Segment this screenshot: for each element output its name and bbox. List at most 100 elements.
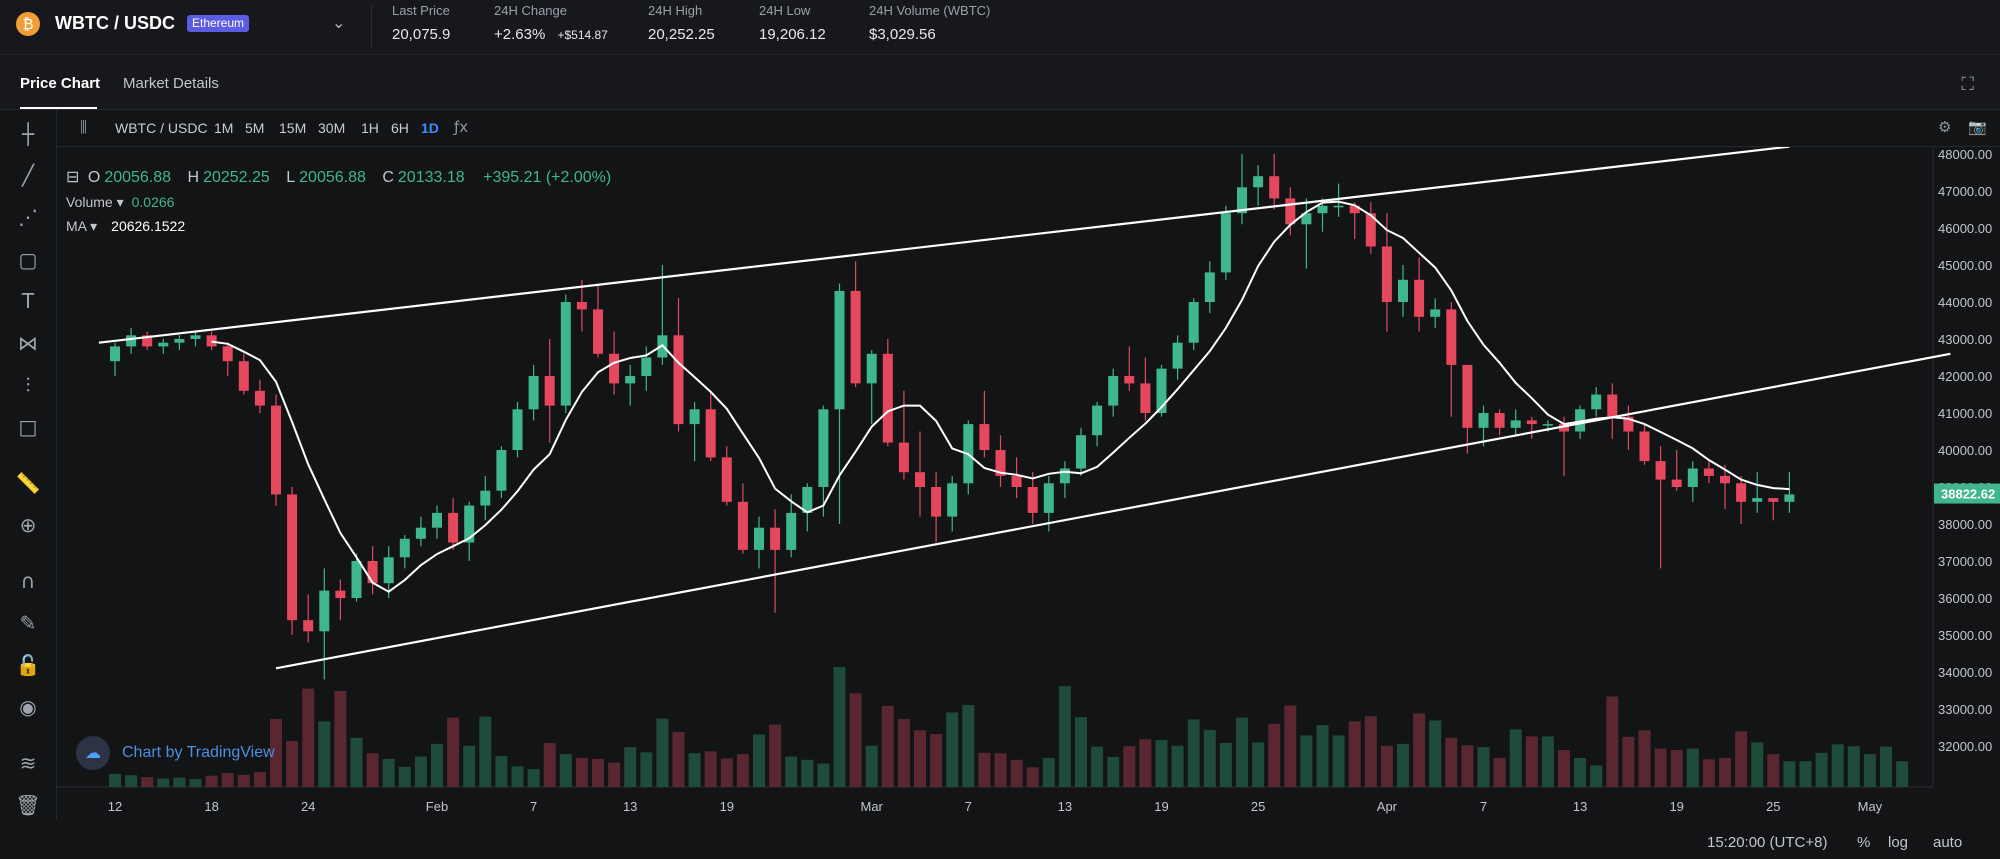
fib-tool-icon[interactable]: ⋰ <box>18 205 38 229</box>
volume-bar <box>1863 754 1876 787</box>
y-tick-label: 38000.00 <box>1938 517 1992 532</box>
candle-body <box>1027 487 1038 513</box>
candle-body <box>1478 413 1489 428</box>
open-value: 20056.88 <box>104 169 172 186</box>
tab-market-details[interactable]: Market Details <box>123 75 219 92</box>
eye-icon[interactable]: ◉ <box>19 695 37 719</box>
candle-body <box>818 409 829 487</box>
layers-icon[interactable]: ≋ <box>19 751 37 775</box>
x-tick-label: 18 <box>204 799 218 814</box>
symbol-label[interactable]: WBTC / USDC <box>115 120 208 136</box>
candle-body <box>609 353 620 384</box>
candle-body <box>737 501 748 550</box>
volume-bar <box>1107 757 1120 787</box>
candle-body <box>448 512 459 543</box>
timeframe-1m[interactable]: 1M <box>214 120 234 136</box>
timeframe-1d[interactable]: 1D <box>421 120 439 136</box>
volume-bar <box>1010 759 1023 787</box>
x-tick-label: 13 <box>623 799 637 814</box>
settings-icon[interactable]: ⚙ <box>1938 118 1952 136</box>
volume-bar <box>559 754 572 787</box>
pattern-icon[interactable]: ⋈ <box>18 331 38 355</box>
auto-scale-toggle[interactable]: auto <box>1933 834 1963 851</box>
volume-bar <box>1413 713 1426 787</box>
last-price-label: 38822.62 <box>1941 487 1995 502</box>
volume-bar <box>1590 765 1603 787</box>
crosshair-icon[interactable]: ┼ <box>21 122 35 146</box>
volume-bar <box>1252 742 1265 787</box>
prediction-icon[interactable]: ⫶ <box>25 373 31 397</box>
candle-body <box>1462 364 1473 428</box>
candle-body <box>1414 279 1425 317</box>
chevron-down-icon[interactable]: ▾ <box>90 218 98 234</box>
price-chart[interactable]: 48000.00 47000.00 46000.00 45000.00 44000.00… <box>56 147 2000 825</box>
chevron-down-icon[interactable]: ▾ <box>116 194 124 210</box>
volume-bar <box>1268 723 1281 787</box>
trend-line <box>275 352 1951 670</box>
volume-bar <box>398 766 411 787</box>
trend-line-icon[interactable]: ╱ <box>21 163 35 187</box>
timeframe-15m[interactable]: 15M <box>279 120 307 136</box>
shape-icon[interactable]: □ <box>18 415 38 439</box>
volume-bar <box>511 766 524 787</box>
y-tick-label: 33000.00 <box>1938 702 1992 717</box>
magnet-icon[interactable]: ∩ <box>20 569 36 593</box>
text-tool-icon[interactable]: T <box>21 289 35 313</box>
percent-scale-toggle[interactable]: % <box>1857 834 1871 851</box>
timeframe-30m[interactable]: 30M <box>318 120 346 136</box>
x-tick-label: 19 <box>1669 799 1683 814</box>
stat-24h-change: 24H Change +2.63% +$514.87 <box>494 2 608 45</box>
last-price-tag <box>1934 483 2000 504</box>
ruler-icon[interactable]: 📏 <box>15 471 41 495</box>
candle-body <box>190 335 201 339</box>
ma-legend[interactable]: MA ▾ 20626.1522 <box>66 218 185 235</box>
volume-bar <box>608 762 621 787</box>
legend-toggle-icon[interactable]: ⊟ <box>66 169 80 186</box>
candle-body <box>110 346 120 362</box>
fullscreen-icon[interactable]: ⛶ <box>1961 74 1974 95</box>
chevron-down-icon[interactable]: ⌄ <box>332 15 346 32</box>
price-axis-panel <box>1933 147 2000 787</box>
volume-bar <box>624 747 637 787</box>
unlock-icon[interactable]: 🔓 <box>15 653 41 677</box>
volume-legend[interactable]: Volume ▾ 0.0266 <box>66 194 174 211</box>
volume-bar <box>463 745 476 787</box>
y-tick-label: 37000.00 <box>1938 554 1992 569</box>
volume-bar <box>1026 767 1039 787</box>
volume-bar <box>978 752 991 787</box>
ohlc-legend: ⊟ O 20056.88 H 20252.25 L 20056.88 C 20133.1… <box>66 167 615 187</box>
rectangle-icon[interactable]: ▢ <box>18 248 38 272</box>
zoom-in-icon[interactable]: ⊕ <box>19 513 37 537</box>
chart-type-icon[interactable]: ⫼ <box>80 118 87 136</box>
indicators-icon[interactable]: ƒx <box>454 118 469 136</box>
volume-bar <box>688 753 701 787</box>
lock-drawing-icon[interactable]: ✎ <box>19 611 37 635</box>
change-value: +395.21 (+2.00%) <box>483 169 612 186</box>
volume-bar <box>1187 719 1200 787</box>
timeframe-5m[interactable]: 5M <box>245 120 265 136</box>
candle-body <box>238 361 249 391</box>
volume-bar <box>1735 731 1748 787</box>
tab-price-chart[interactable]: Price Chart <box>20 75 101 92</box>
candle-body <box>721 457 732 502</box>
trash-icon[interactable]: 🗑 <box>15 793 41 817</box>
volume-bar <box>1654 748 1667 787</box>
pair-name[interactable]: WBTC / USDC <box>55 13 175 33</box>
timeframe-1h[interactable]: 1H <box>361 120 379 136</box>
candle-body <box>158 342 169 347</box>
candle-body <box>1494 413 1505 428</box>
clock-time[interactable]: 15:20:00 (UTC+8) <box>1707 834 1828 851</box>
candle-body <box>673 335 684 425</box>
volume-bar <box>881 705 894 787</box>
volume-bar <box>946 712 959 787</box>
tradingview-watermark[interactable]: ☁ Chart by TradingView <box>76 736 275 770</box>
timeframe-6h[interactable]: 6H <box>391 120 409 136</box>
volume-bar <box>543 742 556 787</box>
x-tick-label: Apr <box>1377 799 1398 814</box>
log-scale-toggle[interactable]: log <box>1888 834 1909 851</box>
camera-icon[interactable]: 📷 <box>1968 118 1987 136</box>
volume-bar <box>1477 747 1490 787</box>
volume-bar <box>656 718 669 787</box>
volume-bar <box>1847 746 1860 787</box>
x-tick-label: Feb <box>426 799 448 814</box>
